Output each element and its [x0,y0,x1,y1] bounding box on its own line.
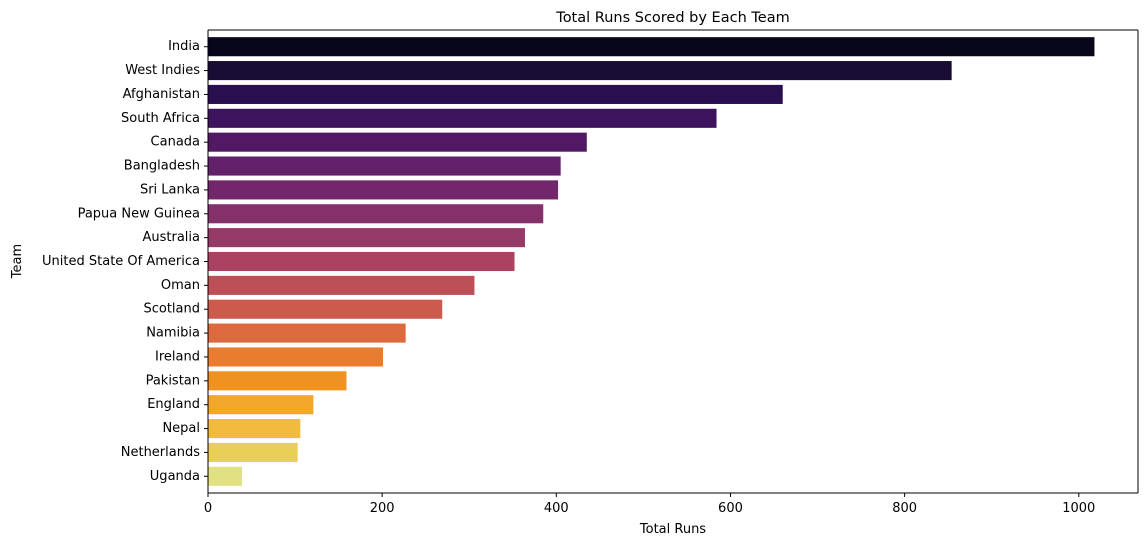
bar [208,299,443,319]
bars-group [208,37,1095,486]
category-label: West Indies [125,63,200,78]
bar [208,371,347,391]
category-label: Netherlands [121,445,200,460]
category-label: Australia [142,230,200,245]
category-label: United State Of America [42,254,200,269]
category-label: Papua New Guinea [78,206,200,221]
y-axis-title: Team [10,244,25,279]
x-tick-label: 1000 [1062,501,1095,516]
bar [208,228,525,248]
x-tick-label: 0 [204,501,212,516]
bar [208,156,561,176]
bar [208,466,242,486]
category-label: Pakistan [146,373,200,388]
bar [208,347,384,367]
chart-title: Total Runs Scored by Each Team [555,10,789,26]
category-label: Sri Lanka [140,182,200,197]
bar [208,108,717,128]
bar [208,442,298,462]
category-label: Uganda [150,469,200,484]
category-label: Namibia [146,326,200,341]
category-label: Oman [161,278,200,293]
bar [208,419,301,439]
bar [208,37,1095,57]
x-tick-label: 800 [892,501,917,516]
category-label: Scotland [143,302,200,317]
category-label: South Africa [121,111,200,126]
bar [208,180,559,200]
category-label: India [168,39,200,54]
category-label: Ireland [155,349,200,364]
bar [208,204,544,224]
bar [208,132,587,152]
bar [208,251,515,272]
category-labels: India West Indies Afghanistan South Africa C… [42,39,208,484]
category-label: Afghanistan [123,87,200,102]
x-tick-label: 600 [718,501,743,516]
category-label: Nepal [162,421,200,436]
category-label: England [147,397,200,412]
bar [208,275,475,295]
category-label: Bangladesh [124,159,200,174]
x-tick-label: 400 [544,501,569,516]
bar [208,395,314,415]
bar [208,323,406,343]
bar [208,84,783,104]
bar [208,61,952,81]
category-label: Canada [151,135,200,150]
x-tick-label: 200 [370,501,395,516]
x-axis-title: Total Runs [639,522,706,537]
x-axis-ticks: 0 200 400 600 800 1000 [204,493,1095,516]
